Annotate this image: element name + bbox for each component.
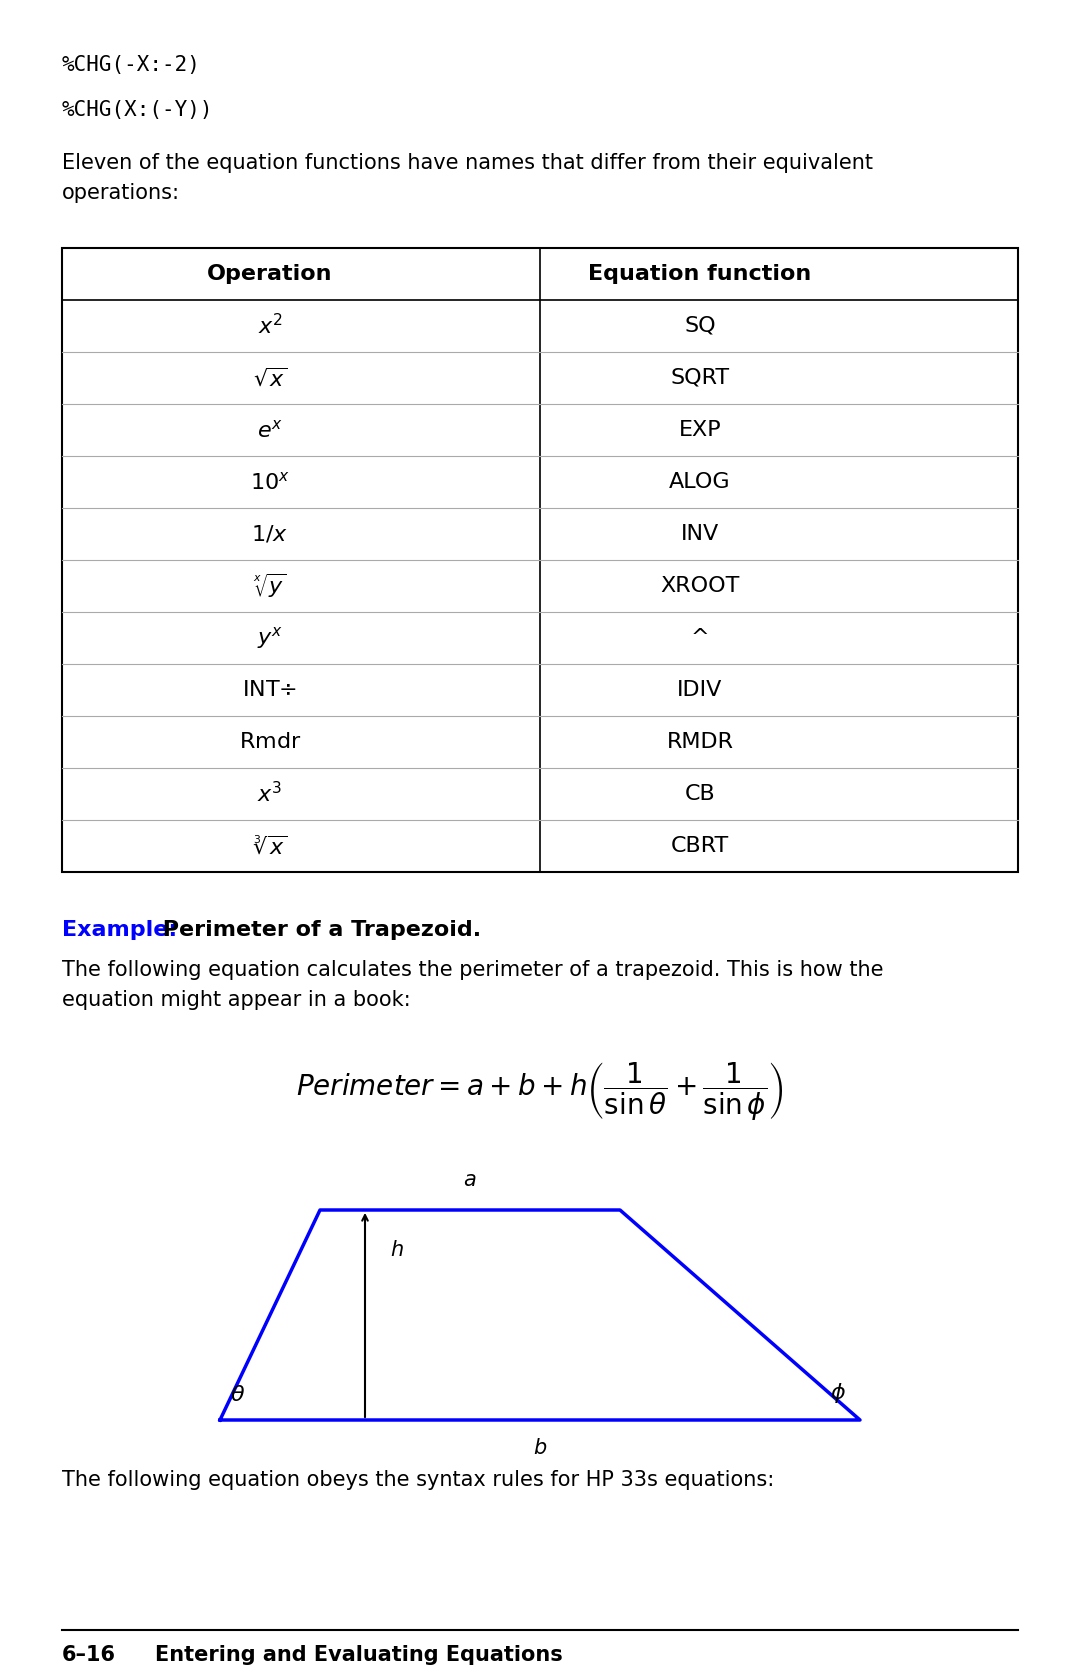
Text: CB: CB	[685, 784, 715, 804]
Text: $\sqrt[x]{y}$: $\sqrt[x]{y}$	[253, 572, 287, 600]
Text: a: a	[463, 1170, 476, 1190]
Text: SQRT: SQRT	[671, 368, 730, 388]
Text: RMDR: RMDR	[666, 732, 733, 752]
Text: The following equation obeys the syntax rules for HP 33s equations:: The following equation obeys the syntax …	[62, 1470, 774, 1490]
Text: %CHG(-X:-2): %CHG(-X:-2)	[62, 55, 201, 75]
Text: Eleven of the equation functions have names that differ from their equivalent
op: Eleven of the equation functions have na…	[62, 154, 873, 202]
Text: $\mathrm{INT}{\div}$: $\mathrm{INT}{\div}$	[243, 681, 297, 701]
Text: 6–16: 6–16	[62, 1645, 116, 1665]
Text: h: h	[390, 1241, 403, 1261]
Text: $\mathit{Perimeter} = a + b + h\left(\dfrac{1}{\sin\theta} + \dfrac{1}{\sin\phi}: $\mathit{Perimeter} = a + b + h\left(\df…	[296, 1060, 784, 1122]
Text: INV: INV	[680, 523, 719, 543]
Text: $y^x$: $y^x$	[257, 625, 283, 650]
Text: ALOG: ALOG	[670, 472, 731, 492]
Text: SQ: SQ	[685, 316, 716, 336]
Text: $e^x$: $e^x$	[257, 420, 283, 441]
Text: Example:: Example:	[62, 920, 177, 940]
Text: $\phi$: $\phi$	[831, 1381, 846, 1404]
Text: EXP: EXP	[678, 420, 721, 440]
Text: Operation: Operation	[207, 264, 333, 284]
Text: Perimeter of a Trapezoid.: Perimeter of a Trapezoid.	[156, 920, 481, 940]
Text: $x^3$: $x^3$	[257, 781, 283, 806]
Text: $\sqrt{x}$: $\sqrt{x}$	[253, 366, 287, 390]
Text: b: b	[534, 1438, 546, 1458]
Text: Equation function: Equation function	[589, 264, 812, 284]
Text: IDIV: IDIV	[677, 681, 723, 701]
Text: $x^2$: $x^2$	[257, 313, 283, 339]
Text: Entering and Evaluating Equations: Entering and Evaluating Equations	[156, 1645, 563, 1665]
Text: %CHG(X:(-Y)): %CHG(X:(-Y))	[62, 100, 214, 120]
Text: $\theta$: $\theta$	[230, 1384, 245, 1404]
Text: $\sqrt[3]{x}$: $\sqrt[3]{x}$	[253, 834, 287, 858]
Text: $10^x$: $10^x$	[251, 472, 289, 493]
Text: XROOT: XROOT	[660, 575, 740, 595]
Text: CBRT: CBRT	[671, 836, 729, 856]
Text: The following equation calculates the perimeter of a trapezoid. This is how the
: The following equation calculates the pe…	[62, 960, 883, 1010]
Text: $\mathrm{Rmdr}$: $\mathrm{Rmdr}$	[239, 732, 301, 752]
Text: ^: ^	[691, 629, 710, 649]
Text: $1/x$: $1/x$	[252, 523, 288, 545]
Bar	[62, 247, 1018, 873]
